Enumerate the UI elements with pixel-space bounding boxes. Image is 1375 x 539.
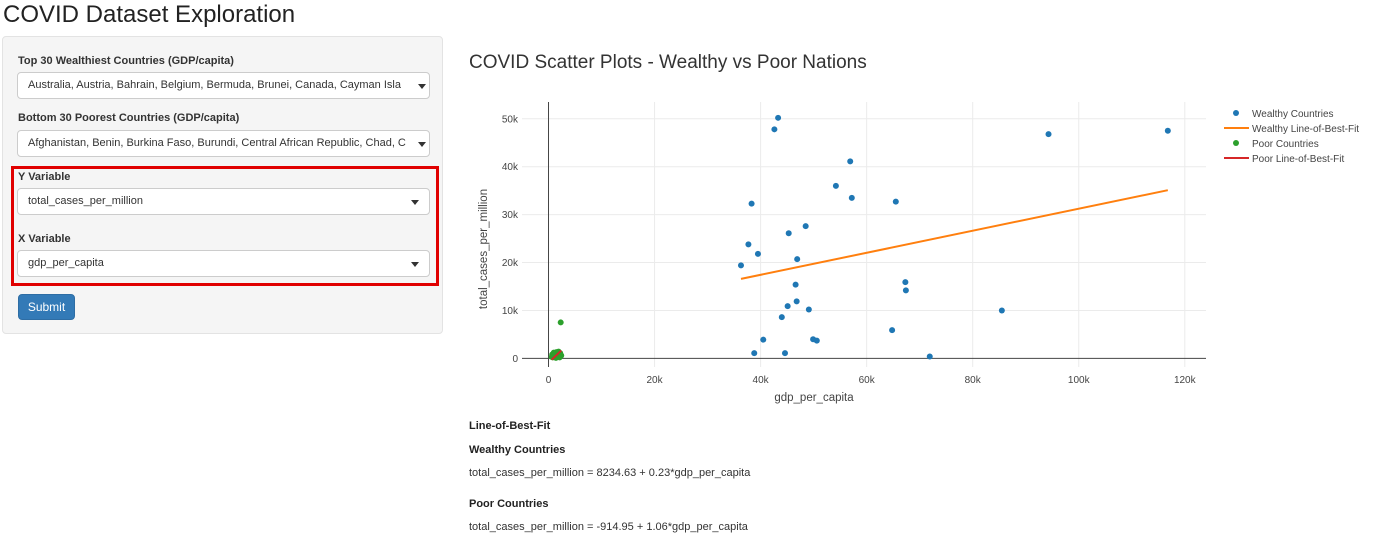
poor-best-fit-heading: Poor Countries xyxy=(469,498,549,510)
poor-country-point[interactable] xyxy=(557,319,564,326)
x-tick-label: 100k xyxy=(1068,375,1091,386)
plot-title: COVID Scatter Plots - Wealthy vs Poor Na… xyxy=(469,52,867,73)
y-tick-label: 30k xyxy=(502,210,519,221)
x-tick-label: 80k xyxy=(965,375,982,386)
y-variable-label: Y Variable xyxy=(18,171,71,183)
wealthy-country-point[interactable] xyxy=(771,126,778,133)
chevron-down-icon xyxy=(418,142,426,147)
legend[interactable]: Wealthy Countries Wealthy Line-of-Best-F… xyxy=(1224,109,1359,165)
chevron-down-icon xyxy=(411,262,419,267)
wealthy-countries-select[interactable]: Australia, Austria, Bahrain, Belgium, Be… xyxy=(17,72,430,99)
wealthy-country-point[interactable] xyxy=(998,307,1005,314)
wealthy-country-point[interactable] xyxy=(926,353,933,360)
legend-item-wealthy-countries[interactable]: Wealthy Countries xyxy=(1233,109,1334,120)
legend-item-poor-countries[interactable]: Poor Countries xyxy=(1233,139,1319,150)
wealthy-country-point[interactable] xyxy=(805,306,812,313)
x-tick-label: 40k xyxy=(753,375,770,386)
wealthy-country-point[interactable] xyxy=(793,298,800,305)
legend-label-poor: Poor Countries xyxy=(1252,139,1319,150)
wealthy-country-point[interactable] xyxy=(775,114,782,121)
wealthy-country-point[interactable] xyxy=(754,250,761,257)
x-variable-label: X Variable xyxy=(18,233,71,245)
x-variable-value: gdp_per_capita xyxy=(28,257,104,269)
grid-lines xyxy=(522,102,1206,367)
wealthy-country-point[interactable] xyxy=(751,350,758,357)
wealthy-country-point[interactable] xyxy=(794,256,801,263)
y-axis-title: total_cases_per_million xyxy=(478,189,490,309)
legend-marker-wealthy xyxy=(1233,110,1239,116)
y-tick-label: 50k xyxy=(502,114,519,125)
wealthy-country-point[interactable] xyxy=(813,337,820,344)
wealthy-countries-label: Top 30 Wealthiest Countries (GDP/capita) xyxy=(18,55,234,67)
x-axis-title: gdp_per_capita xyxy=(774,392,854,404)
wealthy-country-point[interactable] xyxy=(784,303,791,310)
legend-item-wealthy-line[interactable]: Wealthy Line-of-Best-Fit xyxy=(1224,124,1359,135)
legend-label-wealthy: Wealthy Countries xyxy=(1252,109,1334,120)
wealthy-country-point[interactable] xyxy=(1045,131,1052,138)
wealthy-country-point[interactable] xyxy=(832,182,839,189)
wealthy-country-point[interactable] xyxy=(760,336,767,343)
wealthy-country-point[interactable] xyxy=(802,223,809,230)
x-tick-label: 0 xyxy=(546,375,552,386)
wealthy-country-point[interactable] xyxy=(902,279,909,286)
wealthy-country-point[interactable] xyxy=(778,314,785,321)
axes xyxy=(522,102,1206,367)
y-tick-label: 20k xyxy=(502,258,519,269)
wealthy-country-point[interactable] xyxy=(1164,127,1171,134)
wealthy-country-point[interactable] xyxy=(781,350,788,357)
legend-label-poor-line: Poor Line-of-Best-Fit xyxy=(1252,154,1344,165)
scatter-plot[interactable]: 0 20k 40k 60k 80k 100k 120k 0 10k 20k 30k 40k 50k gd… xyxy=(469,96,1375,410)
page-title: COVID Dataset Exploration xyxy=(3,1,296,28)
wealthy-best-fit-equation: total_cases_per_million = 8234.63 + 0.23… xyxy=(469,467,751,479)
poor-countries-value: Afghanistan, Benin, Burkina Faso, Burund… xyxy=(28,137,406,149)
wealthy-line-of-best-fit-line xyxy=(740,189,1169,280)
poor-line-of-best-fit-line xyxy=(551,349,562,361)
legend-item-poor-line[interactable]: Poor Line-of-Best-Fit xyxy=(1224,154,1344,165)
y-tick-label: 0 xyxy=(512,354,518,365)
wealthy-countries-value: Australia, Austria, Bahrain, Belgium, Be… xyxy=(28,79,401,91)
legend-marker-poor xyxy=(1233,140,1239,146)
poor-best-fit-equation: total_cases_per_million = -914.95 + 1.06… xyxy=(469,521,748,533)
wealthy-country-point[interactable] xyxy=(748,200,755,207)
wealthy-country-point[interactable] xyxy=(737,262,744,269)
variable-selection-highlight xyxy=(11,166,439,286)
wealthy-country-point[interactable] xyxy=(892,198,899,205)
wealthy-country-point[interactable] xyxy=(847,158,854,165)
wealthy-country-point[interactable] xyxy=(848,194,855,201)
x-variable-select[interactable]: gdp_per_capita xyxy=(17,250,430,277)
y-variable-value: total_cases_per_million xyxy=(28,195,143,207)
wealthy-country-point[interactable] xyxy=(902,287,909,294)
x-tick-label: 20k xyxy=(646,375,663,386)
poor-countries-select[interactable]: Afghanistan, Benin, Burkina Faso, Burund… xyxy=(17,130,430,157)
data-layer xyxy=(548,114,1171,361)
x-tick-label: 60k xyxy=(859,375,876,386)
y-tick-label: 40k xyxy=(502,162,519,173)
wealthy-best-fit-heading: Wealthy Countries xyxy=(469,444,566,456)
wealthy-country-point[interactable] xyxy=(792,281,799,288)
submit-button[interactable]: Submit xyxy=(18,294,75,320)
chevron-down-icon xyxy=(418,84,426,89)
wealthy-country-point[interactable] xyxy=(889,327,896,334)
poor-countries-label: Bottom 30 Poorest Countries (GDP/capita) xyxy=(18,112,240,124)
x-tick-label: 120k xyxy=(1174,375,1197,386)
wealthy-country-point[interactable] xyxy=(785,230,792,237)
y-tick-label: 10k xyxy=(502,306,519,317)
tick-labels: 0 20k 40k 60k 80k 100k 120k 0 10k 20k 30k 40k 50k xyxy=(502,114,1197,386)
wealthy-country-point[interactable] xyxy=(745,241,752,248)
chevron-down-icon xyxy=(411,200,419,205)
best-fit-heading: Line-of-Best-Fit xyxy=(469,420,551,432)
legend-label-wealthy-line: Wealthy Line-of-Best-Fit xyxy=(1252,124,1359,135)
y-variable-select[interactable]: total_cases_per_million xyxy=(17,188,430,215)
